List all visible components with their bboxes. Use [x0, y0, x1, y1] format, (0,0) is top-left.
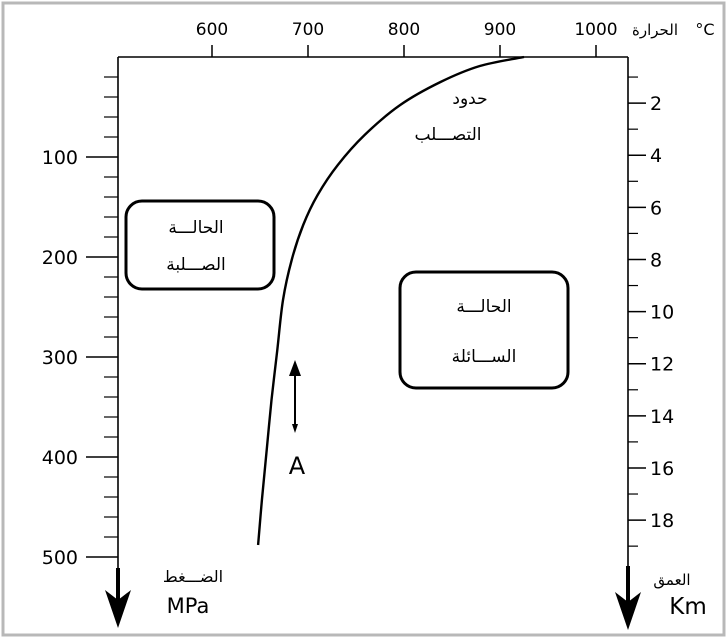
pressure-tick-label: 100	[42, 147, 78, 169]
annotation-a-label: A	[289, 452, 306, 480]
axes	[105, 56, 641, 630]
liquid-state-label-line-1: الحالـــة	[456, 297, 511, 317]
depth-tick-label: 4	[650, 145, 662, 167]
liquid-state-label-line-2: الســـائلة	[452, 347, 517, 367]
depth-down-arrow-icon	[615, 592, 641, 630]
solid-state-label-line-2: الصـــلبة	[166, 255, 225, 275]
depth-tick-label: 6	[650, 197, 662, 219]
up-arrow-icon	[289, 360, 301, 376]
solid-state-region: الحالـــة الصـــلبة	[124, 199, 276, 291]
depth-axis-label: العمق	[653, 571, 690, 589]
annotation-a-arrow-tail	[292, 424, 298, 433]
pressure-tick-label: 500	[42, 547, 78, 569]
solidus-curve	[256, 55, 525, 546]
series-layer	[256, 55, 525, 546]
annotation-a: A	[289, 360, 306, 480]
pressure-down-arrow-icon	[105, 590, 131, 628]
pressure-tick-label: 200	[42, 247, 78, 269]
depth-tick-label: 8	[650, 249, 662, 271]
temperature-tick-label: 900	[484, 20, 516, 40]
pressure-axis-unit: MPa	[167, 594, 210, 618]
temperature-tick-label: 700	[292, 20, 324, 40]
temperature-tick-label: 1000	[574, 20, 617, 40]
pressure-tick-label: 300	[42, 347, 78, 369]
solid-state-label-line-1: الحالـــة	[168, 218, 223, 238]
pressure-tick-label: 400	[42, 447, 78, 469]
temperature-tick-label: 800	[388, 20, 420, 40]
axis-ticks: 600 700 800 900 1000 100 200 300 400 500 2 4 6 8 10 12 1…	[42, 20, 674, 569]
depth-tick-label: 2	[650, 93, 662, 115]
solid-state-box	[124, 199, 276, 291]
temperature-axis-label: الحرارة	[632, 21, 678, 39]
solidus-label-line-1: حدود	[452, 89, 487, 109]
depth-tick-label: 18	[650, 510, 674, 532]
liquid-state-region: الحالـــة الســـائلة	[398, 270, 570, 390]
depth-axis-unit: Km	[669, 594, 707, 620]
temperature-tick-label: 600	[196, 20, 228, 40]
depth-tick-label: 14	[650, 406, 674, 428]
temperature-axis-unit: °C	[695, 20, 714, 39]
depth-tick-label: 12	[650, 354, 674, 376]
pressure-axis-label: الضـــغط	[163, 567, 223, 586]
solidus-label-line-2: التصـــلب	[414, 125, 481, 145]
depth-tick-label: 10	[650, 302, 674, 324]
depth-tick-label: 16	[650, 458, 674, 480]
liquid-state-box	[398, 270, 570, 390]
